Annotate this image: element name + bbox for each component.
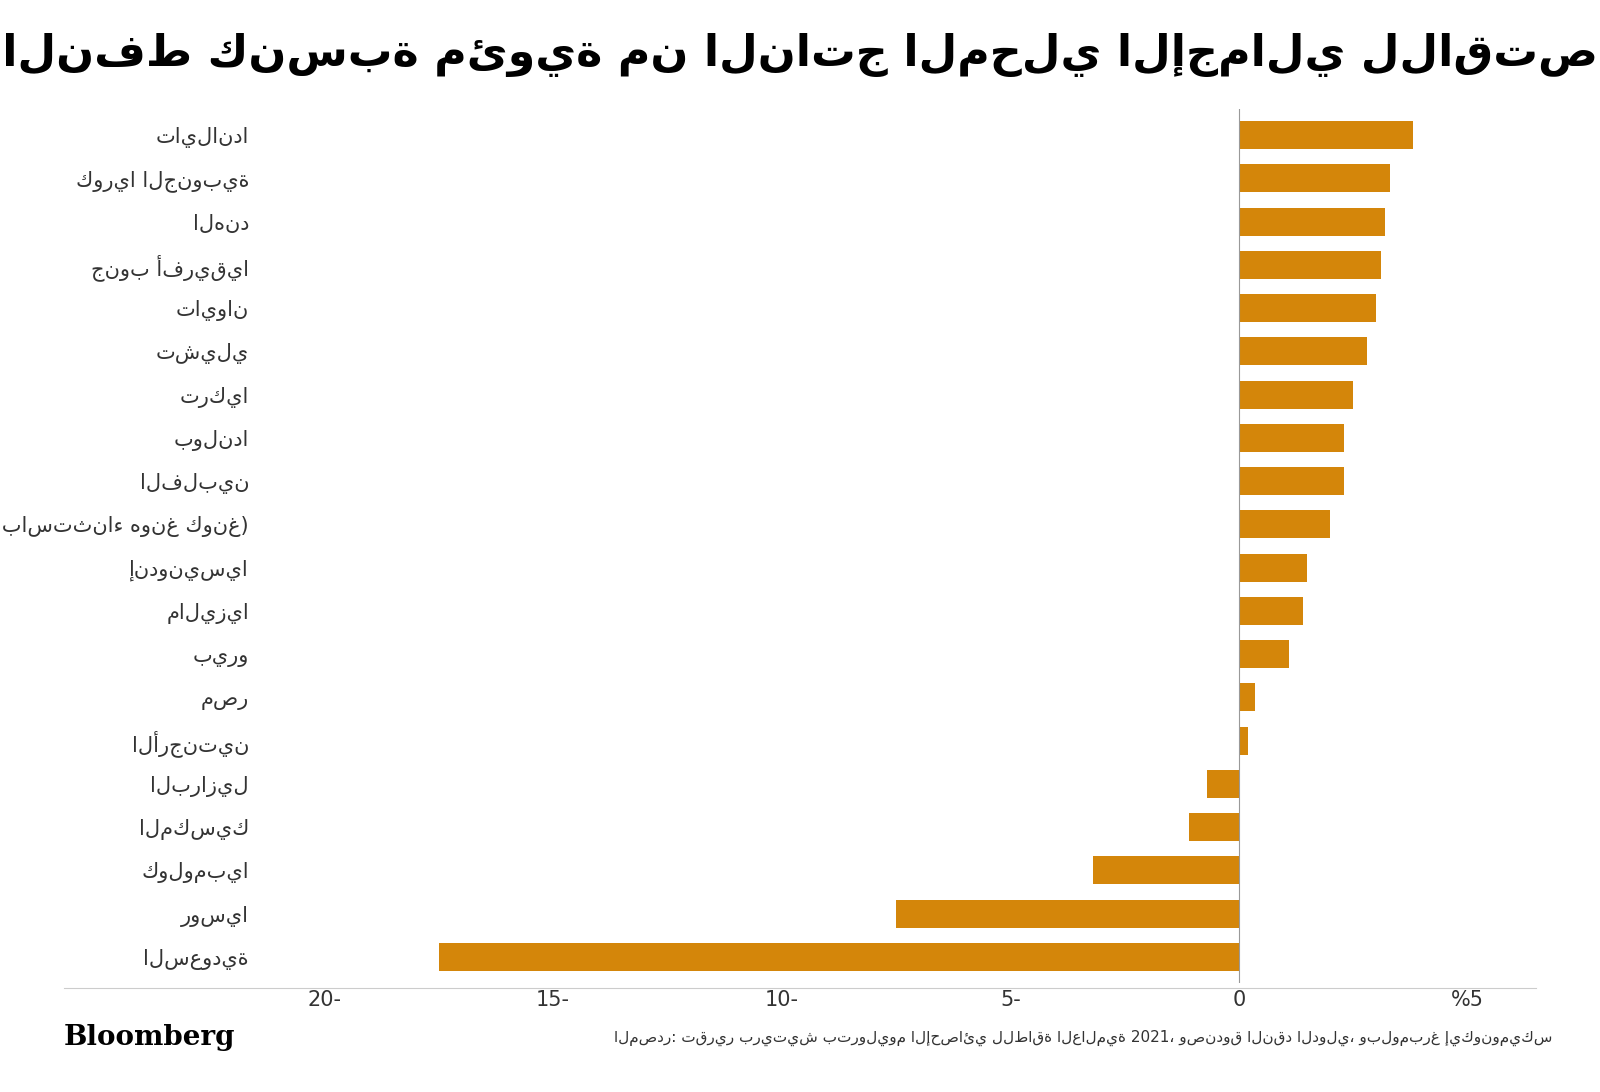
Bar bbox=[1238, 164, 1390, 192]
Bar bbox=[1238, 424, 1344, 452]
Bar bbox=[1206, 770, 1238, 798]
Bar bbox=[1238, 726, 1248, 755]
Bar bbox=[1189, 814, 1238, 841]
Bar bbox=[1238, 597, 1302, 625]
Bar bbox=[896, 900, 1238, 928]
Bar bbox=[1238, 510, 1330, 538]
Text: صافي واردات النفط كنسبة مئوية من الناتج المحلي الإجمالي للاقتصادات الناشئة: صافي واردات النفط كنسبة مئوية من الناتج … bbox=[0, 33, 1600, 76]
Bar bbox=[1238, 207, 1386, 236]
Bar bbox=[1093, 856, 1238, 885]
Bar bbox=[1238, 684, 1254, 711]
Text: Bloomberg: Bloomberg bbox=[64, 1024, 235, 1051]
Bar bbox=[1238, 121, 1413, 150]
Bar bbox=[1238, 381, 1354, 408]
Bar bbox=[1238, 554, 1307, 582]
Bar bbox=[1238, 640, 1290, 668]
Bar bbox=[1238, 467, 1344, 495]
Bar bbox=[1238, 294, 1376, 322]
Text: المصدر: تقرير بريتيش بتروليوم الإحصائي للطاقة العالمية 2021، وصندوق النقد الدولي: المصدر: تقرير بريتيش بتروليوم الإحصائي ل… bbox=[614, 1030, 1552, 1045]
Bar bbox=[1238, 251, 1381, 278]
Bar bbox=[438, 942, 1238, 971]
Bar bbox=[1238, 337, 1366, 366]
